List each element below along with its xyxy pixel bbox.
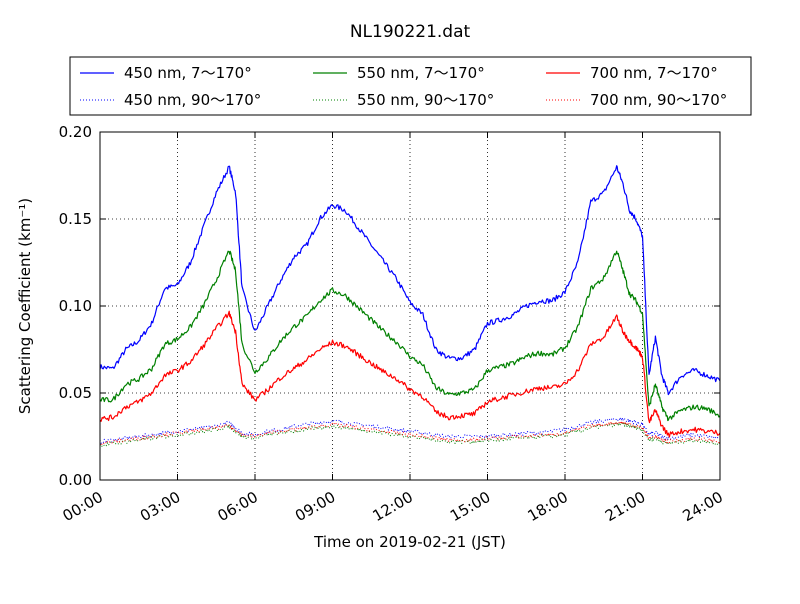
legend-label-2: 550 nm, 7～170°: [357, 64, 485, 82]
x-tick-label: 03:00: [137, 488, 183, 525]
series-line-2: [99, 250, 721, 422]
legend-label-5: 700 nm, 90～170°: [590, 91, 727, 109]
x-tick-label: 21:00: [602, 488, 648, 525]
series-line-5: [99, 420, 721, 446]
series-line-1: [99, 417, 721, 444]
x-tick-label: 12:00: [370, 488, 416, 525]
x-tick-label: 06:00: [215, 488, 261, 525]
y-tick-label: 0.20: [59, 123, 92, 141]
series-line-4: [99, 310, 721, 438]
chart-title: NL190221.dat: [350, 22, 471, 42]
legend-label-0: 450 nm, 7～170°: [124, 64, 252, 82]
y-tick-label: 0.15: [59, 210, 92, 228]
x-tick-label: 24:00: [680, 488, 726, 525]
y-tick-label: 0.10: [59, 297, 92, 315]
x-tick-label: 15:00: [447, 488, 493, 525]
series-line-0: [99, 165, 721, 396]
x-tick-label: 00:00: [60, 488, 106, 525]
legend-label-3: 550 nm, 90～170°: [357, 91, 494, 109]
legend: 450 nm, 7～170° 550 nm, 7～170° 700 nm, 7～17…: [69, 56, 752, 116]
x-axis-label: Time on 2019-02-21 (JST): [313, 533, 506, 551]
legend-label-1: 450 nm, 90～170°: [124, 91, 261, 109]
legend-box: [69, 56, 752, 116]
y-tick-label: 0.00: [59, 471, 92, 489]
y-tick-label: 0.05: [59, 384, 92, 402]
x-tick-label: 18:00: [525, 488, 571, 525]
x-tick-label: 09:00: [292, 488, 338, 525]
legend-label-4: 700 nm, 7～170°: [590, 64, 718, 82]
series-line-3: [99, 422, 721, 448]
series-lines: [99, 165, 721, 448]
y-axis-label: Scattering Coefficient (km⁻¹): [16, 198, 34, 414]
grid: [100, 132, 720, 480]
axis-ticks: 00:00 03:00 06:00 09:00 12:00 15:00 18:00 21:00…: [59, 123, 726, 525]
